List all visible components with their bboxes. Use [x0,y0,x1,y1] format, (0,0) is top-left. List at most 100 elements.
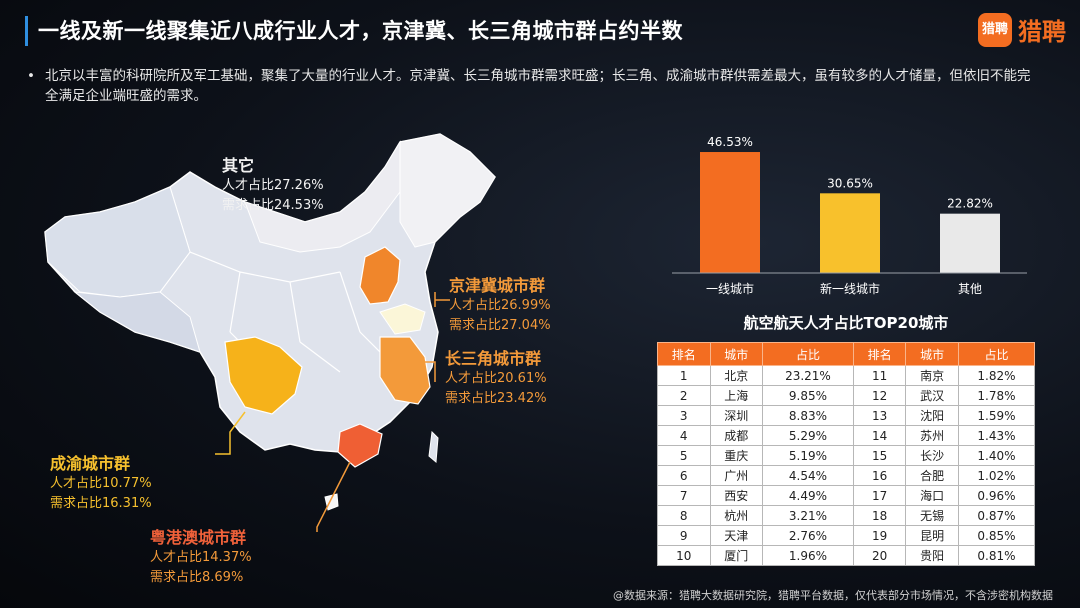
logo-icon: 猎聘 [978,12,1012,47]
table-row: 10 厦门 1.96% 20 贵阳 0.81% [657,545,1036,566]
bar [820,193,880,273]
category-label: 一线城市 [706,281,754,296]
category-label: 其他 [958,282,982,296]
table-header-row: 排名 城市 占比 排名 城市 占比 [657,342,1036,366]
table-cell: 0.85% [957,525,1036,546]
table-cell: 4.49% [762,485,854,506]
table-cell: 厦门 [709,545,763,566]
table-cell: 8 [657,505,711,526]
map-chengyu [224,336,303,415]
map-taiwan [428,430,439,464]
table-header-cell: 城市 [709,342,763,366]
table-cell: 7 [657,485,711,506]
leader-gba [316,461,351,532]
table-header-cell: 占比 [957,342,1036,366]
table-cell: 成都 [709,425,763,446]
table-header-cell: 城市 [905,342,959,366]
table-cell: 广州 [709,465,763,486]
table-cell: 苏州 [905,425,959,446]
label-other-talent: 人才占比27.26% [222,178,324,193]
label-other: 其它 人才占比27.26% 需求占比24.53% [222,156,324,216]
table-cell: 3.21% [762,505,854,526]
table-cell: 5 [657,445,711,466]
table-cell: 18 [852,505,907,526]
table-cell: 贵阳 [905,545,959,566]
table-cell: 重庆 [709,445,763,466]
table-cell: 23.21% [762,365,854,386]
table-cell: 20 [852,545,907,566]
bar-value-label: 46.53% [707,135,753,149]
label-jingjinji-demand: 需求占比27.04% [449,318,551,333]
table-cell: 合肥 [905,465,959,486]
bar [940,213,1000,273]
leader-chengyu [215,411,246,455]
table-cell: 1.96% [762,545,854,566]
table-row: 6 广州 4.54% 16 合肥 1.02% [657,465,1036,486]
table-cell: 4 [657,425,711,446]
leader-yrd [425,361,436,382]
label-other-name: 其它 [222,156,255,175]
table-header-cell: 排名 [852,342,907,366]
source-note: @数据来源：猎聘大数据研究院，猎聘平台数据，仅代表部分市场情况，不含涉密机构数据 [613,589,1053,602]
bar-chart: 46.53% 一线城市 30.65% 新一线城市 22.82% 其他 [672,135,1027,296]
map-shandong [379,303,426,335]
table-cell: 3 [657,405,711,426]
table-cell: 15 [852,445,907,466]
table-header-cell: 占比 [762,342,854,366]
bar-value-label: 22.82% [947,197,993,211]
table-cell: 8.83% [762,405,854,426]
table-cell: 杭州 [709,505,763,526]
table-cell: 13 [852,405,907,426]
table-cell: 19 [852,525,907,546]
title-bar: 一线及新一线聚集近八成行业人才，京津冀、长三角城市群占约半数 [25,16,683,46]
table-row: 4 成都 5.29% 14 苏州 1.43% [657,425,1036,446]
table-cell: 14 [852,425,907,446]
label-jingjinji: 京津冀城市群 人才占比26.99% 需求占比27.04% [449,276,551,336]
table-cell: 11 [852,365,907,386]
table-cell: 海口 [905,485,959,506]
table-cell: 0.81% [957,545,1036,566]
map-jingjinji [359,246,401,305]
table-cell: 0.96% [957,485,1036,506]
category-label: 新一线城市 [820,281,880,296]
table-cell: 1.59% [957,405,1036,426]
label-jingjinji-name: 京津冀城市群 [449,276,546,295]
bar [700,152,760,273]
brand-logo: 猎聘 猎聘 [978,12,1066,47]
label-yrd: 长三角城市群 人才占比20.61% 需求占比23.42% [445,349,547,409]
table-cell: 0.87% [957,505,1036,526]
label-gba-demand: 需求占比8.69% [150,570,244,585]
table-cell: 1.40% [957,445,1036,466]
label-yrd-name: 长三角城市群 [445,349,542,368]
table-row: 2 上海 9.85% 12 武汉 1.78% [657,385,1036,406]
label-gba-name: 粤港澳城市群 [150,528,247,547]
label-gba: 粤港澳城市群 人才占比14.37% 需求占比8.69% [150,528,252,588]
map-gba [337,423,383,468]
table-title: 航空航天人才占比TOP20城市 [743,314,949,332]
table-cell: 南京 [905,365,959,386]
label-yrd-demand: 需求占比23.42% [445,391,547,406]
table-cell: 5.29% [762,425,854,446]
map-yangtze-delta [379,336,431,405]
table-cell: 上海 [709,385,763,406]
table-cell: 长沙 [905,445,959,466]
table-cell: 10 [657,545,711,566]
table-cell: 昆明 [905,525,959,546]
label-chengyu-name: 成渝城市群 [50,454,131,473]
table-cell: 4.54% [762,465,854,486]
table-cell: 沈阳 [905,405,959,426]
label-chengyu-talent: 人才占比10.77% [50,476,152,491]
table-row: 5 重庆 5.19% 15 长沙 1.40% [657,445,1036,466]
table-cell: 无锡 [905,505,959,526]
summary-bullet: • 北京以丰富的科研院所及军工基础，聚集了大量的行业人才。京津冀、长三角城市群需… [27,66,1040,106]
label-other-demand: 需求占比24.53% [222,198,324,213]
table-cell: 1.43% [957,425,1036,446]
top20-table: 排名 城市 占比 排名 城市 占比 1 北京 23.21% 11 南京 1.82% 2 上海 9.85% 1… [657,342,1036,566]
table-cell: 深圳 [709,405,763,426]
label-chengyu: 成渝城市群 人才占比10.77% 需求占比16.31% [50,454,152,514]
table-row: 7 西安 4.49% 17 海口 0.96% [657,485,1036,506]
table-cell: 西安 [709,485,763,506]
map-tibet [73,291,201,353]
table-header-cell: 排名 [657,342,711,366]
table-cell: 1 [657,365,711,386]
